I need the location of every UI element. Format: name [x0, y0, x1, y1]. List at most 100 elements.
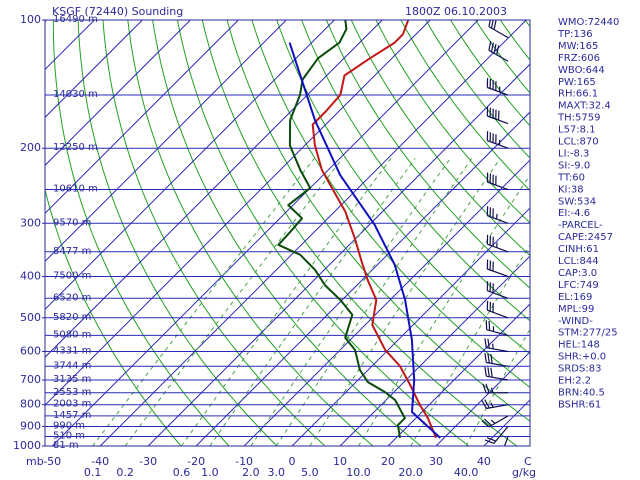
mixing-ratio-line [358, 174, 530, 446]
isotherm [45, 20, 335, 310]
isotherm [195, 111, 530, 446]
index-entry: CINH:61 [558, 244, 599, 255]
dry-adiabat [102, 20, 326, 446]
mixing-ratio-label: 10.0 [346, 466, 371, 479]
wind-barb [486, 234, 509, 253]
mixing-ratio-line [124, 158, 343, 446]
index-entry: SRDS:83 [558, 364, 601, 375]
x-tick-label: -10 [235, 455, 253, 468]
sounding-profile [277, 20, 406, 439]
index-entry: HEL:148 [558, 340, 600, 351]
dry-adiabat [276, 20, 530, 355]
height-label: 4331 m [53, 345, 91, 356]
mixing-ratio-label: 40.0 [454, 466, 479, 479]
wind-barb [484, 353, 509, 367]
mixing-ratio-label: 2.0 [242, 466, 260, 479]
dry-adiabat [77, 20, 278, 446]
index-entry: -WIND- [558, 316, 593, 327]
dry-adiabat [350, 20, 530, 257]
dry-adiabat [201, 20, 518, 446]
dry-adiabat [226, 20, 530, 422]
height-label: 510 m [53, 431, 85, 442]
height-label: 9570 m [53, 217, 91, 228]
wind-barb [482, 383, 509, 394]
wind-barb [486, 300, 509, 319]
index-entry: SHR:+0.0 [558, 352, 606, 363]
index-entry: EI:-4.6 [558, 208, 590, 219]
isotherm [45, 20, 287, 263]
mixing-ratio-line [250, 158, 451, 446]
index-entry: CAP:3.0 [558, 268, 597, 279]
wind-barb [481, 399, 509, 410]
index-entry: FRZ:606 [558, 53, 600, 64]
index-entry: LCL:870 [558, 137, 599, 148]
mixing-ratio-label: 1.0 [201, 466, 219, 479]
wind-barb [486, 77, 509, 96]
dry-adiabat [425, 20, 530, 159]
mixing-ratio-label: 5.0 [301, 466, 319, 479]
x-tick-label: -20 [187, 455, 205, 468]
isotherm [387, 303, 530, 446]
mixing-ratio-label: 20.0 [398, 466, 423, 479]
y-tick-label: 900 [20, 420, 41, 433]
dry-adiabat [474, 20, 530, 94]
index-entry: -PARCEL- [558, 220, 603, 231]
wind-barb [481, 415, 509, 428]
index-entry: WMO:72440 [558, 17, 619, 28]
wind-barb [488, 20, 509, 39]
index-entry: EL:169 [558, 292, 592, 303]
index-entry: RH:66.1 [558, 89, 598, 100]
index-entry: SW:534 [558, 196, 596, 207]
height-label: 3135 m [53, 374, 91, 385]
index-entry: STM:277/25 [558, 328, 618, 339]
dry-adiabat [152, 20, 422, 446]
wind-barb [486, 172, 509, 191]
wind-barb [486, 106, 509, 125]
isotherm [45, 20, 383, 358]
x-axis-unit: C [524, 455, 532, 468]
y-tick-label: 500 [20, 311, 41, 324]
index-entry: TT:60 [557, 172, 585, 183]
x-tick-label: 30 [429, 455, 443, 468]
wind-barb [486, 131, 509, 149]
wind-barb [484, 338, 509, 353]
dry-adiabat [251, 20, 530, 388]
isotherm [147, 63, 530, 446]
wind-barb [503, 436, 509, 446]
isotherm [45, 20, 143, 119]
height-label: 2003 m [53, 399, 91, 410]
height-label: 3744 m [53, 360, 91, 371]
index-entry: PW:165 [558, 77, 596, 88]
isotherm [99, 20, 527, 446]
isotherm [243, 159, 530, 446]
height-label: 14030 m [53, 89, 98, 100]
index-entry: MW:165 [558, 41, 598, 52]
index-entry: LI:-8.3 [558, 148, 589, 159]
x-tick-label: 10 [333, 455, 347, 468]
mixing-ratio-label: 3.0 [268, 466, 286, 479]
index-entry: BSHR:61 [558, 399, 601, 410]
mixing-ratio-line [209, 158, 416, 446]
index-entry: CAPE:2457 [558, 232, 613, 243]
y-tick-label: 100 [20, 13, 41, 26]
index-entry: L57:8.1 [558, 125, 596, 136]
dry-adiabat [52, 20, 230, 446]
x-tick-label: 0 [289, 455, 296, 468]
grid-layer [45, 20, 530, 446]
mixing-ratio-line [181, 158, 392, 446]
label-layer: -50 -40 -30 -20 -10 0 10 20 30 40 0.1 0.2 0.6 1.0 2.0 3… [13, 13, 619, 479]
index-entry: MPL:99 [558, 304, 594, 315]
y-axis-unit: mb [26, 455, 44, 468]
index-entry: TP:136 [557, 29, 593, 40]
isotherm [45, 20, 431, 406]
y-tick-label: 1000 [13, 439, 41, 452]
mixing-ratio-line [309, 158, 501, 446]
wind-barb [486, 259, 509, 278]
isotherm [339, 255, 530, 446]
dry-adiabat [45, 187, 182, 446]
y-tick-label: 400 [20, 269, 41, 282]
wind-barb [484, 426, 509, 444]
height-label: 7500 m [53, 270, 91, 281]
wind-barb [484, 366, 509, 381]
